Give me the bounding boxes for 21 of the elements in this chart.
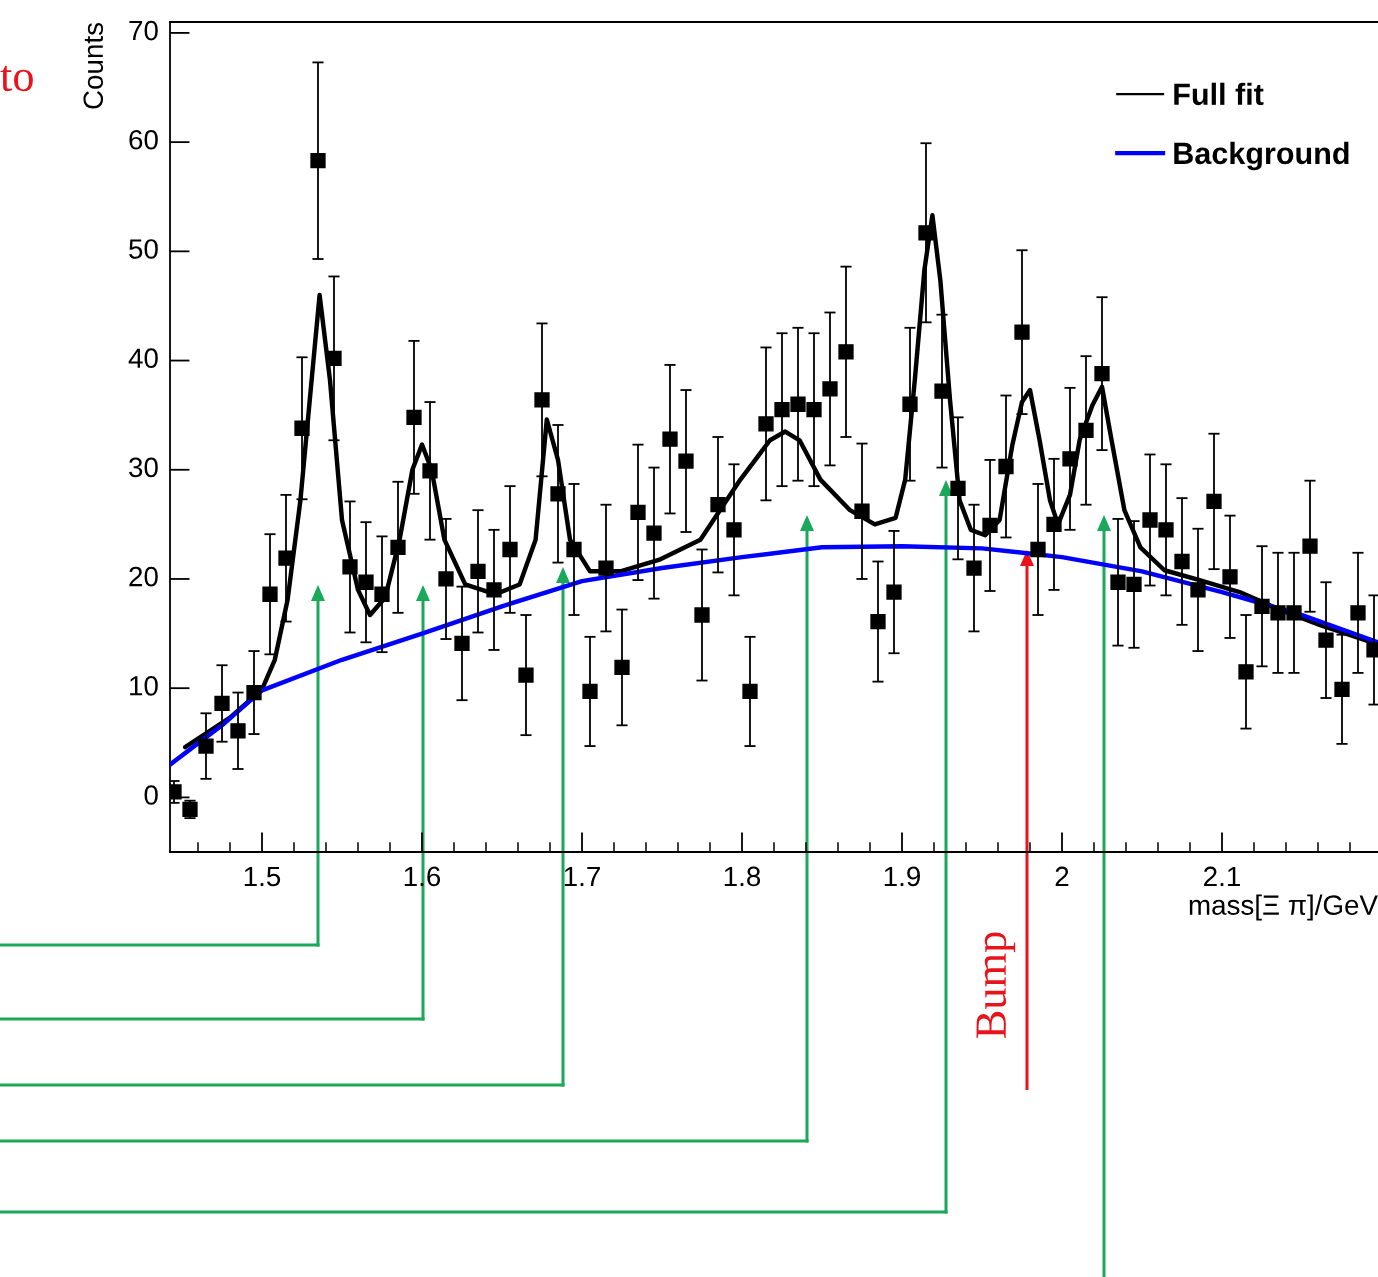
y-tick-label: 0: [144, 785, 158, 805]
x-tick-label: 2.1: [1204, 866, 1240, 887]
y-tick-label: 20: [129, 566, 158, 587]
x-tick-label: 2: [1055, 866, 1069, 887]
x-tick-label: 1.9: [884, 866, 920, 887]
y-tick-label: 10: [130, 675, 158, 696]
y-axis-title: Counts: [83, 23, 104, 109]
y-tick-label: 50: [129, 239, 158, 259]
x-tick-label: 1.8: [724, 866, 761, 887]
legend-label: Background: [1174, 141, 1349, 171]
line-series: [170, 543, 1378, 767]
y-tick-label: 70: [129, 20, 158, 41]
legend-label: Full fit: [1174, 82, 1264, 106]
x-axis-title: mass[Ξ π]/GeV: [1189, 894, 1378, 921]
y-tick-label: 30: [129, 457, 158, 478]
x-tick-label: 1.5: [244, 866, 281, 887]
text: to: [0, 65, 33, 92]
y-tick-label: 40: [128, 348, 158, 369]
y-tick-label: 60: [129, 129, 158, 150]
text: Bump: [976, 932, 1016, 1039]
x-tick-label: 1.7: [564, 866, 600, 887]
